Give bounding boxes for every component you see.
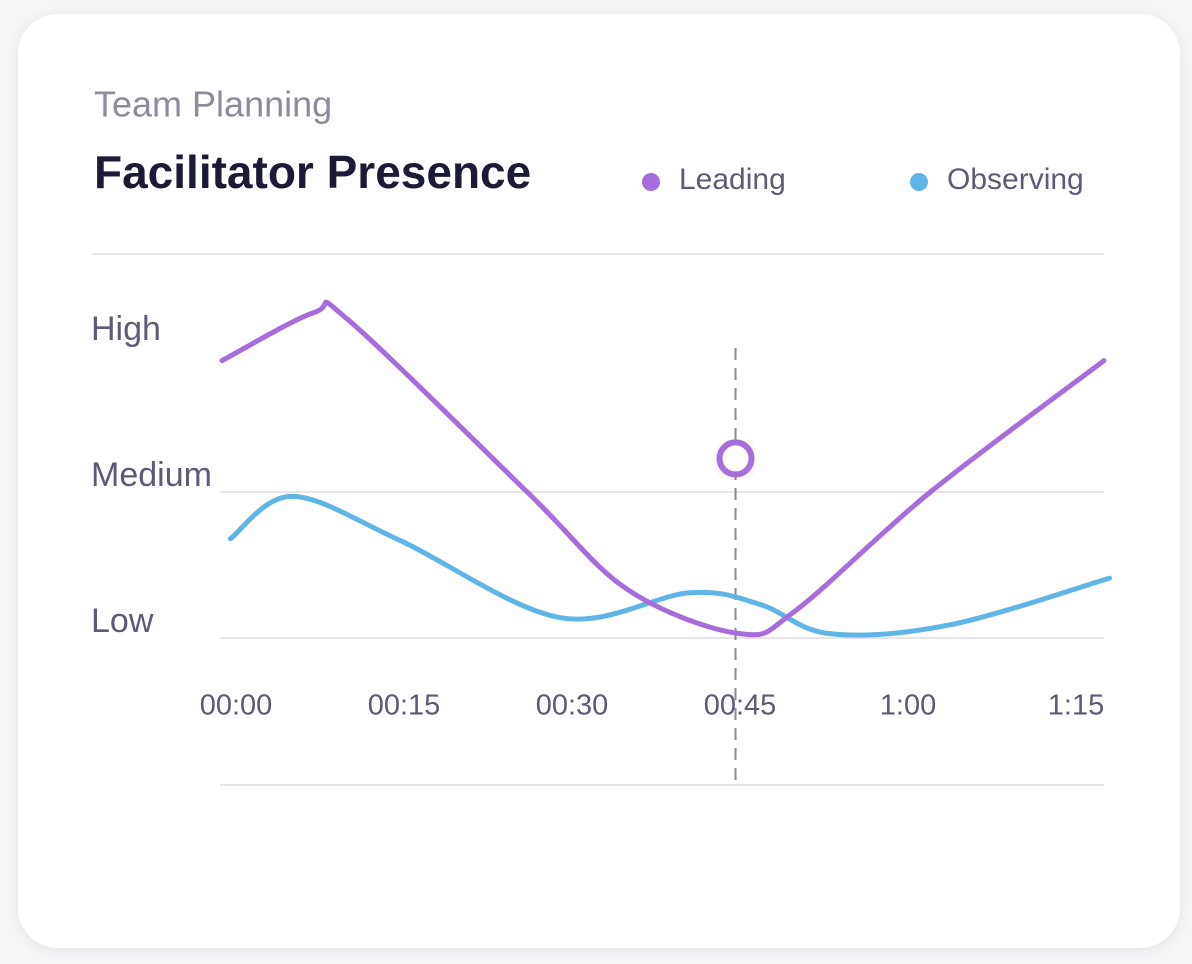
x-tick-label: 1:15	[1048, 690, 1104, 722]
series-line	[227, 493, 1113, 638]
y-tick-label: Low	[91, 602, 154, 640]
legend-label: Observing	[947, 163, 1084, 196]
y-tick-label: High	[91, 310, 161, 348]
series-line	[219, 299, 1107, 638]
x-tick-label: 00:45	[704, 690, 777, 722]
x-tick-label: 00:30	[536, 690, 609, 722]
chart-title: Facilitator Presence	[94, 146, 531, 198]
chart-subtitle: Team Planning	[94, 84, 332, 125]
legend-label: Leading	[679, 163, 786, 196]
x-tick-label: 00:00	[200, 690, 273, 722]
x-tick-label: 1:00	[880, 690, 936, 722]
card	[18, 14, 1180, 948]
legend-dot	[910, 173, 928, 191]
marker-point	[716, 439, 755, 478]
y-tick-label: Medium	[91, 456, 212, 494]
legend-dot	[642, 173, 660, 191]
x-tick-label: 00:15	[368, 690, 441, 722]
